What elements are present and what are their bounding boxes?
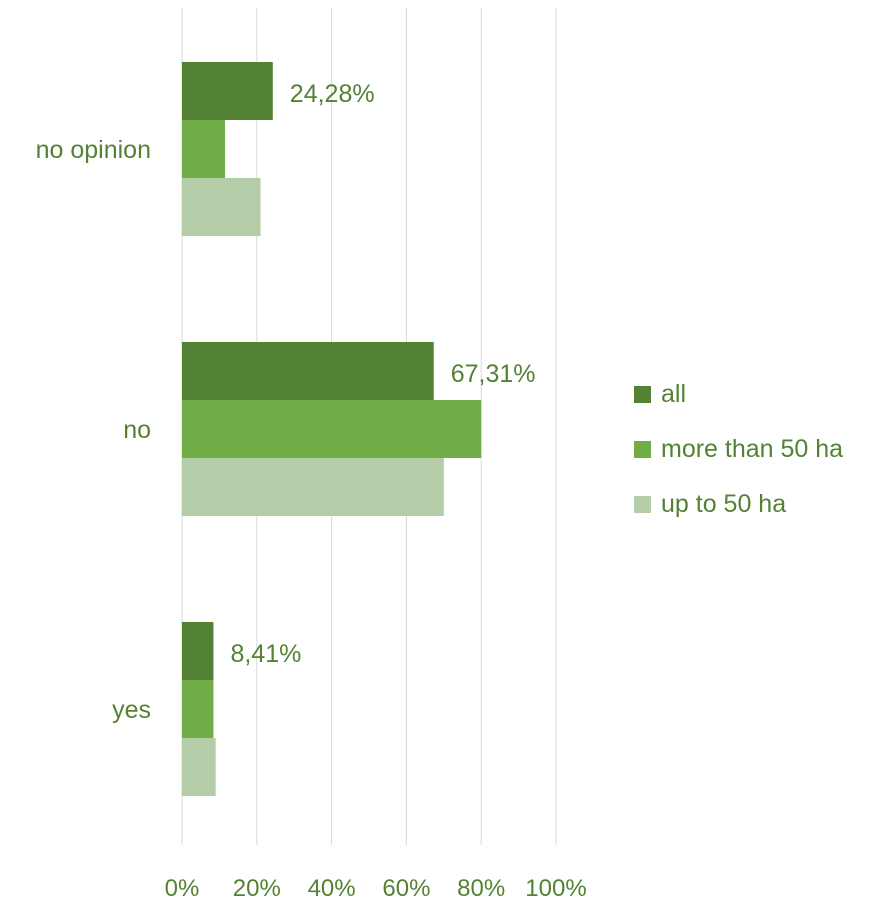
- legend-label: up to 50 ha: [661, 490, 786, 518]
- x-tick-label: 40%: [308, 875, 356, 902]
- bar-up-to-50-ha-no: [182, 458, 444, 516]
- bar-all-no-opinion: [182, 62, 273, 120]
- data-label: 8,41%: [230, 640, 301, 668]
- bars: [182, 62, 482, 796]
- category-label: no opinion: [36, 136, 151, 164]
- legend-label: more than 50 ha: [661, 435, 843, 463]
- legend-swatch: [634, 386, 651, 403]
- bar-all-no: [182, 342, 434, 400]
- x-tick-label: 100%: [525, 875, 586, 902]
- category-label: no: [123, 416, 151, 444]
- legend-swatch: [634, 496, 651, 513]
- data-label: 67,31%: [451, 360, 536, 388]
- legend-label: all: [661, 380, 686, 408]
- legend: all more than 50 ha up to 50 ha: [634, 380, 843, 518]
- bar-all-yes: [182, 622, 214, 680]
- x-tick-label: 80%: [457, 875, 505, 902]
- bar-up-to-50-ha-no-opinion: [182, 178, 261, 236]
- bar-more-than-50-ha-no-opinion: [182, 120, 226, 178]
- bar-more-than-50-ha-yes: [182, 680, 214, 738]
- labels: 0% 20% 40% 60% 80% 100% no opinion 24,28% no 67,3…: [36, 80, 587, 902]
- bar-more-than-50-ha-no: [182, 400, 482, 458]
- x-tick-label: 0%: [165, 875, 200, 902]
- data-label: 24,28%: [290, 80, 375, 108]
- legend-swatch: [634, 441, 651, 458]
- bar-up-to-50-ha-yes: [182, 738, 216, 796]
- x-tick-label: 20%: [233, 875, 281, 902]
- category-label: yes: [112, 696, 151, 724]
- x-tick-label: 60%: [382, 875, 430, 902]
